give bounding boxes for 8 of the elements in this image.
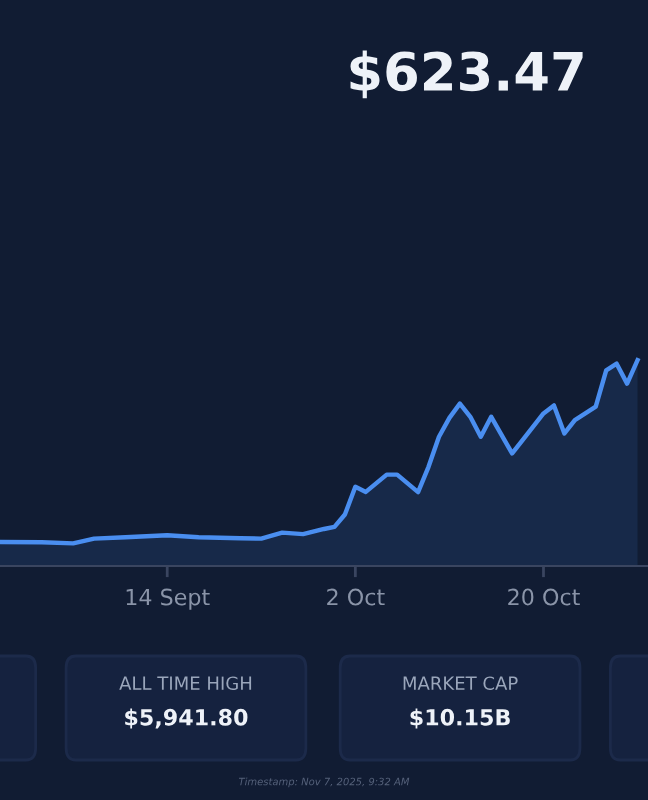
- text: ALL TIME HIGH: [119, 676, 252, 691]
- x-tick-label: 20 Oct: [508, 588, 580, 606]
- x-tick-label: 14 Sept: [126, 588, 210, 610]
- chart-title: $623.47: [350, 50, 583, 99]
- text: $5,941.80: [125, 708, 248, 729]
- text: $10.15B: [410, 708, 510, 729]
- x-tick-label: 2 Oct: [327, 588, 385, 606]
- text: MARKET CAP: [403, 676, 518, 691]
